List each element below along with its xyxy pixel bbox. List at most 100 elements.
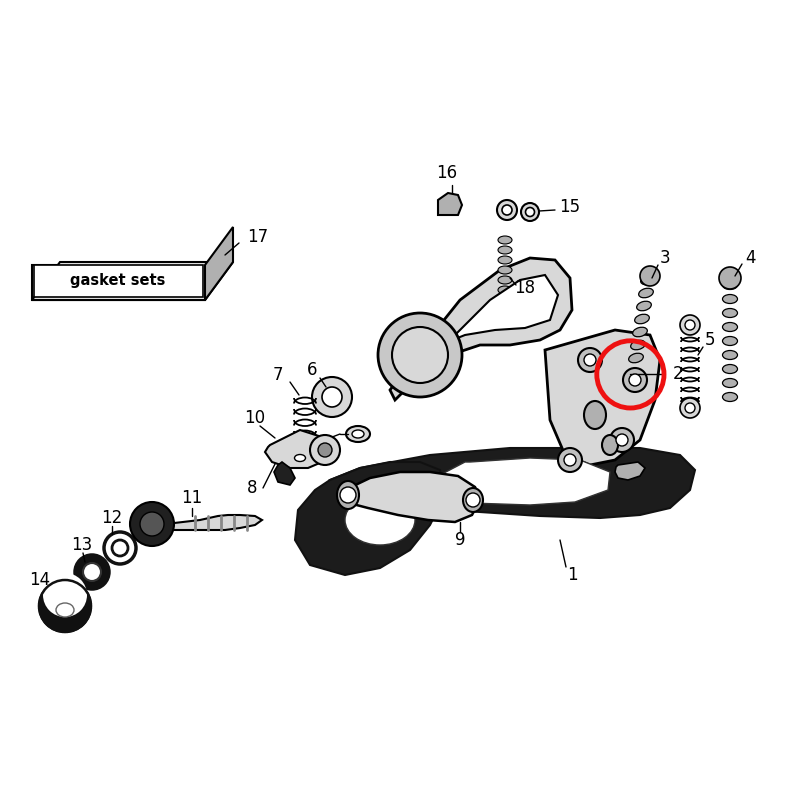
- Ellipse shape: [83, 563, 101, 581]
- Polygon shape: [295, 462, 445, 575]
- Text: 12: 12: [102, 509, 122, 527]
- Text: 4: 4: [745, 249, 755, 267]
- Ellipse shape: [289, 450, 311, 466]
- Ellipse shape: [722, 365, 738, 374]
- Ellipse shape: [497, 200, 517, 220]
- Ellipse shape: [722, 337, 738, 346]
- Ellipse shape: [498, 266, 512, 274]
- Ellipse shape: [75, 555, 109, 589]
- Ellipse shape: [722, 378, 738, 387]
- Circle shape: [616, 434, 628, 446]
- Polygon shape: [135, 515, 262, 530]
- Ellipse shape: [722, 393, 738, 402]
- Text: 6: 6: [306, 361, 318, 379]
- Polygon shape: [615, 462, 645, 480]
- Ellipse shape: [498, 236, 512, 244]
- Circle shape: [140, 512, 164, 536]
- Circle shape: [340, 487, 356, 503]
- Polygon shape: [430, 275, 558, 375]
- Circle shape: [310, 435, 340, 465]
- Ellipse shape: [602, 435, 618, 455]
- Ellipse shape: [634, 314, 650, 324]
- Ellipse shape: [112, 540, 128, 556]
- Circle shape: [629, 374, 641, 386]
- Ellipse shape: [56, 603, 74, 617]
- Ellipse shape: [641, 275, 655, 285]
- Ellipse shape: [294, 454, 306, 462]
- Ellipse shape: [498, 286, 512, 294]
- Polygon shape: [32, 262, 233, 300]
- Ellipse shape: [722, 309, 738, 318]
- Polygon shape: [438, 193, 462, 215]
- Circle shape: [378, 313, 462, 397]
- Text: 5: 5: [705, 331, 715, 349]
- Ellipse shape: [104, 532, 136, 564]
- Ellipse shape: [633, 327, 647, 337]
- Circle shape: [39, 580, 91, 632]
- Text: 15: 15: [559, 198, 581, 216]
- Ellipse shape: [521, 203, 539, 221]
- Circle shape: [578, 348, 602, 372]
- Ellipse shape: [629, 354, 643, 362]
- Text: 18: 18: [514, 279, 535, 297]
- Ellipse shape: [346, 426, 370, 442]
- Ellipse shape: [722, 281, 738, 290]
- Ellipse shape: [498, 246, 512, 254]
- Text: 16: 16: [437, 164, 458, 182]
- Circle shape: [640, 266, 660, 286]
- Circle shape: [680, 315, 700, 335]
- Ellipse shape: [498, 256, 512, 264]
- Text: 13: 13: [71, 536, 93, 554]
- Circle shape: [558, 448, 582, 472]
- Circle shape: [312, 377, 352, 417]
- Polygon shape: [545, 330, 660, 465]
- Text: 14: 14: [30, 571, 50, 589]
- Polygon shape: [265, 430, 328, 468]
- Circle shape: [322, 387, 342, 407]
- FancyBboxPatch shape: [34, 265, 203, 297]
- Text: 3: 3: [660, 249, 670, 267]
- Ellipse shape: [526, 207, 534, 217]
- Polygon shape: [330, 448, 695, 518]
- Text: 8: 8: [246, 479, 258, 497]
- Polygon shape: [442, 458, 610, 505]
- Polygon shape: [274, 462, 295, 485]
- Text: 7: 7: [273, 366, 283, 384]
- Circle shape: [43, 573, 87, 617]
- Text: 11: 11: [182, 489, 202, 507]
- Circle shape: [610, 428, 634, 452]
- Text: gasket sets: gasket sets: [70, 274, 166, 289]
- Polygon shape: [390, 258, 572, 400]
- Circle shape: [392, 327, 448, 383]
- Ellipse shape: [463, 488, 483, 512]
- Ellipse shape: [630, 340, 646, 350]
- Ellipse shape: [337, 481, 359, 509]
- Ellipse shape: [722, 322, 738, 331]
- Ellipse shape: [722, 350, 738, 359]
- Text: 9: 9: [454, 531, 466, 549]
- Circle shape: [130, 502, 174, 546]
- Text: 1: 1: [566, 566, 578, 584]
- Ellipse shape: [722, 294, 738, 303]
- Polygon shape: [205, 227, 233, 300]
- Ellipse shape: [584, 401, 606, 429]
- Circle shape: [318, 443, 332, 457]
- Circle shape: [685, 320, 695, 330]
- Ellipse shape: [498, 276, 512, 284]
- Circle shape: [680, 398, 700, 418]
- Ellipse shape: [637, 302, 651, 310]
- Ellipse shape: [638, 288, 654, 298]
- Ellipse shape: [502, 205, 512, 215]
- Text: 2: 2: [673, 366, 683, 383]
- Polygon shape: [32, 265, 205, 300]
- Text: 17: 17: [247, 228, 269, 246]
- Polygon shape: [338, 472, 480, 522]
- Circle shape: [623, 368, 647, 392]
- Ellipse shape: [345, 495, 415, 545]
- Text: 10: 10: [245, 409, 266, 427]
- Circle shape: [719, 267, 741, 289]
- Ellipse shape: [352, 430, 364, 438]
- Circle shape: [685, 403, 695, 413]
- Circle shape: [466, 493, 480, 507]
- Circle shape: [564, 454, 576, 466]
